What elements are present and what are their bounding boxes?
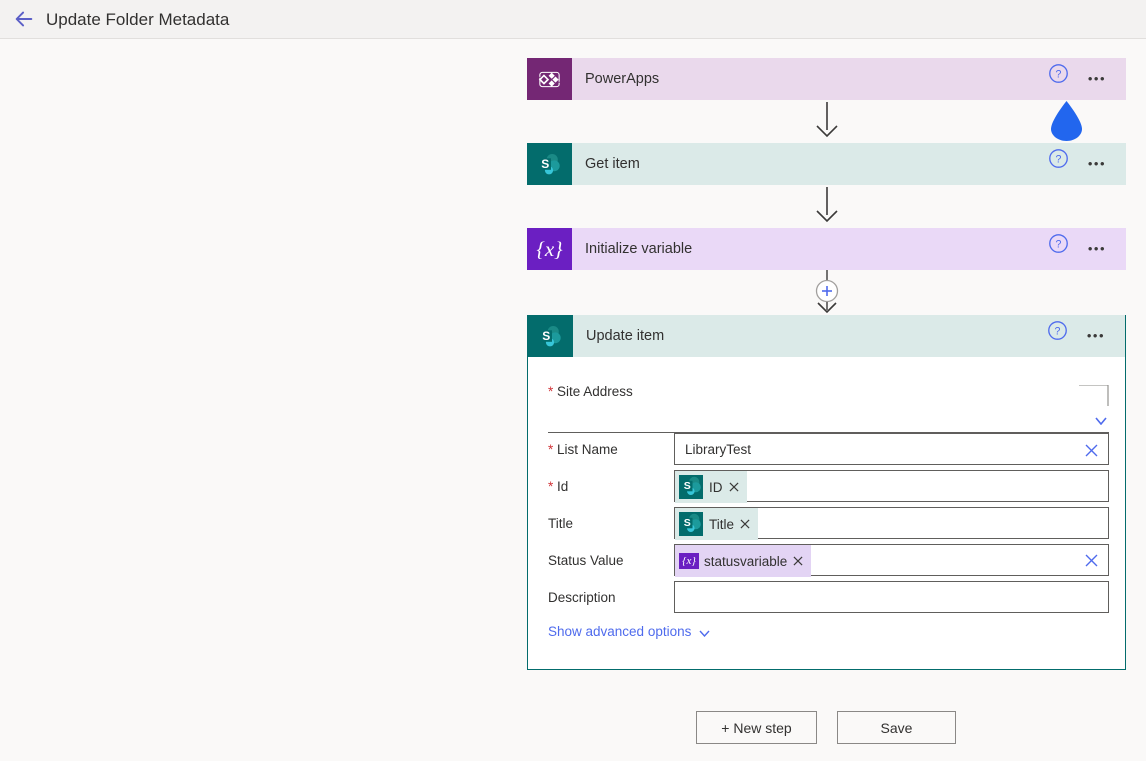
svg-text:?: ? (1056, 69, 1062, 81)
svg-text:?: ? (1056, 154, 1062, 166)
svg-text:?: ? (1055, 326, 1061, 338)
svg-text:S: S (541, 157, 549, 171)
svg-text:?: ? (1056, 239, 1062, 251)
svg-text:S: S (684, 517, 691, 529)
svg-text:S: S (684, 480, 691, 492)
svg-text:S: S (542, 329, 550, 343)
